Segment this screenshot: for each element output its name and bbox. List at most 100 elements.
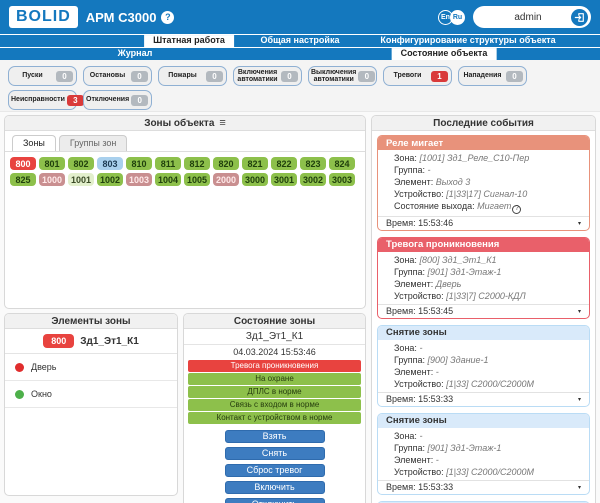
- event-field: ЭлементДверь: [394, 278, 581, 290]
- zones-panel: Зоны объекта ≡ Зоны Группы зон 800 801 8…: [4, 115, 366, 309]
- event-title: Снятие зоны: [378, 325, 589, 340]
- counter-button[interactable]: Остановы 0: [83, 66, 152, 86]
- zone-chip[interactable]: 1000: [39, 173, 65, 186]
- zone-action-button[interactable]: Отключить: [224, 497, 325, 503]
- zone-chip[interactable]: 3001: [271, 173, 297, 186]
- counter-button[interactable]: Выключения автоматики 0: [308, 66, 377, 86]
- event-field-label: Зона: [394, 153, 419, 163]
- tab-zone-groups[interactable]: Группы зон: [58, 135, 128, 151]
- collapse-icon[interactable]: ▾: [577, 396, 581, 403]
- zone-chip[interactable]: 812: [184, 157, 210, 170]
- zone-chip[interactable]: 1001: [68, 173, 94, 186]
- zone-name-label: Зд1_Эт1_К1: [80, 335, 139, 347]
- event-field-value: [1|33|7] С2000-КДЛ: [446, 290, 526, 301]
- event-field-value: [1|33] С2000/С2000М: [446, 466, 535, 477]
- event-field: Устройство[1|33] С2000/С2000М: [394, 378, 581, 390]
- zone-chip[interactable]: 802: [68, 157, 94, 170]
- event-time: Время15:53:33: [386, 394, 453, 404]
- zone-chip[interactable]: 801: [39, 157, 65, 170]
- counter-button[interactable]: Отключения 0: [83, 90, 152, 110]
- event-title: Тревога проникновения: [378, 237, 589, 252]
- collapse-icon[interactable]: ▾: [577, 308, 581, 315]
- lang-ru-button[interactable]: Ru: [450, 9, 465, 25]
- tab-journal[interactable]: Журнал: [117, 48, 153, 59]
- zone-chip[interactable]: 1002: [97, 173, 123, 186]
- event-field: Устройство[1|33|7] С2000-КДЛ: [394, 290, 581, 302]
- user-menu[interactable]: admin: [473, 6, 591, 28]
- event-field-label: Группа: [394, 165, 428, 175]
- zone-action-button[interactable]: Снять: [224, 446, 325, 460]
- event-field-value: [800] Зд1_Эт1_К1: [419, 254, 497, 265]
- counter-badge: 0: [206, 70, 223, 82]
- zone-chip[interactable]: 823: [300, 157, 326, 170]
- event-field-value: [1|33|17] Сигнал-10: [446, 189, 528, 199]
- help-icon[interactable]: ?: [161, 10, 175, 24]
- counter-badge: 0: [358, 70, 376, 82]
- zone-state-title: Состояние зоны: [233, 315, 316, 327]
- latest-events-title: Последние события: [433, 117, 534, 129]
- logout-icon[interactable]: [571, 8, 588, 26]
- zone-chip[interactable]: 3000: [242, 173, 268, 186]
- event-field-label: Группа: [394, 267, 428, 277]
- latest-events-header: Последние события: [372, 116, 595, 131]
- event-card[interactable]: Снятие зоны Зона- Группа[901] Зд1-Этаж-1: [377, 412, 590, 495]
- zone-chip[interactable]: 822: [271, 157, 297, 170]
- zone-chip[interactable]: 820: [213, 157, 239, 170]
- event-title: Снятие зоны: [378, 413, 589, 428]
- zone-chip[interactable]: 1003: [126, 173, 152, 186]
- zone-action-button[interactable]: Сброс тревог: [224, 463, 325, 477]
- zone-chip[interactable]: 810: [126, 157, 152, 170]
- app-title: АРМ С3000: [85, 9, 157, 25]
- status-bar: Связь с входом в норме: [188, 399, 361, 411]
- event-time: Время15:53:33: [386, 482, 453, 492]
- zone-chip[interactable]: 825: [10, 173, 36, 186]
- tab-general-settings[interactable]: Общая настройка: [260, 35, 340, 46]
- zone-element-item[interactable]: Окно: [5, 381, 177, 408]
- event-footer: Время15:53:46 ▾: [378, 215, 589, 230]
- bottom-row: Элементы зоны 800 Зд1_Эт1_К1 Дверь: [4, 313, 366, 503]
- event-field-label: Устройство: [394, 291, 446, 301]
- event-field: Группа[900] Здание-1: [394, 354, 581, 366]
- event-time: Время15:53:46: [386, 218, 453, 228]
- tab-zones[interactable]: Зоны: [12, 135, 56, 151]
- counter-button[interactable]: Тревоги 1: [383, 66, 452, 86]
- zone-chip[interactable]: 2000: [213, 173, 239, 186]
- zone-chip[interactable]: 3002: [300, 173, 326, 186]
- zone-chip[interactable]: 3003: [329, 173, 355, 186]
- zone-chip[interactable]: 811: [155, 157, 181, 170]
- event-card[interactable]: Снятие зоны Зона- Группа[900] Здание-1: [377, 324, 590, 407]
- counter-badge: 0: [131, 94, 149, 106]
- tab-object-state[interactable]: Состояние объекта: [391, 48, 497, 60]
- counter-button[interactable]: Нападения 0: [458, 66, 527, 86]
- event-card[interactable]: Реле мигает Зона[1001] Зд1_Реле_С10-Пер …: [377, 135, 590, 231]
- collapse-icon[interactable]: ▾: [577, 484, 581, 491]
- menu-icon[interactable]: ≡: [219, 116, 226, 129]
- event-counters: Пуски 0 Остановы 0 Пожары 0 Включения ав…: [0, 60, 600, 112]
- zone-chip[interactable]: 821: [242, 157, 268, 170]
- tab-normal-mode[interactable]: Штатная работа: [144, 35, 234, 47]
- zone-chip[interactable]: 1004: [155, 173, 181, 186]
- status-bar: На охране: [188, 373, 361, 385]
- tab-object-structure-config[interactable]: Конфигурирование структуры объекта: [380, 35, 556, 46]
- field-help-icon[interactable]: ?: [512, 204, 522, 214]
- zone-action-button[interactable]: Включить: [224, 480, 325, 494]
- collapse-icon[interactable]: ▾: [577, 220, 581, 227]
- zone-element-item[interactable]: Дверь: [5, 354, 177, 381]
- zone-chip[interactable]: 800: [10, 157, 36, 170]
- counter-button[interactable]: Неисправности 3: [8, 90, 84, 110]
- counter-button[interactable]: Пуски 0: [8, 66, 77, 86]
- zone-chip[interactable]: 803: [97, 157, 123, 170]
- zone-elements-panel: Элементы зоны 800 Зд1_Эт1_К1 Дверь: [4, 313, 178, 496]
- zone-action-button[interactable]: Взять: [224, 429, 325, 443]
- event-field-value: [901] Зд1-Этаж-1: [427, 266, 502, 277]
- zones-tabbar: Зоны Группы зон: [5, 131, 365, 152]
- counter-button[interactable]: Включения автоматики 0: [233, 66, 302, 86]
- counter-button[interactable]: Пожары 0: [158, 66, 227, 86]
- event-field-value: Выход 3: [435, 177, 471, 187]
- zone-chip[interactable]: 824: [329, 157, 355, 170]
- event-card[interactable]: Тревога проникновения Зона[800] Зд1_Эт1_…: [377, 236, 590, 319]
- event-field: Зона[800] Зд1_Эт1_К1: [394, 254, 581, 266]
- event-field-label: Зона: [394, 255, 419, 265]
- event-field-label: Состояние выхода: [394, 201, 477, 211]
- zone-chip[interactable]: 1005: [184, 173, 210, 186]
